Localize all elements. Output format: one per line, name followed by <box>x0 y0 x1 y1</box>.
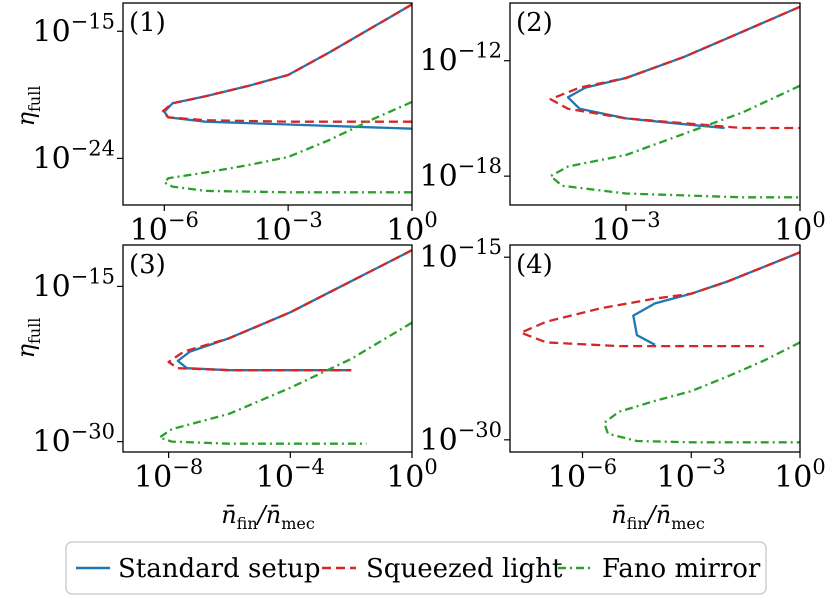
panel-label: (4) <box>516 250 553 280</box>
y-tick-label: 10−15 <box>419 235 502 275</box>
x-tick-label: 100 <box>386 455 438 495</box>
y-tick-label: 10−30 <box>32 420 115 460</box>
panel-2: 10−3 100 10−12 10−18 (2) <box>419 2 826 248</box>
legend-frame <box>65 541 767 595</box>
x-axis-label-right: n̄fin/n̄mec <box>611 501 705 533</box>
series-group <box>519 251 800 444</box>
y-tick-label: 10−30 <box>419 418 502 458</box>
axes-frame <box>122 244 413 453</box>
y-tick-label: 10−15 <box>32 9 115 49</box>
legend-label-squeezed: Squeezed light <box>366 554 563 584</box>
series-standard-setup-line <box>632 251 800 346</box>
series-squeezed-light-line <box>161 3 412 123</box>
series-fano-mirror-line <box>158 321 412 445</box>
panel-label: (1) <box>129 8 166 38</box>
x-tick-label: 10−3 <box>657 455 726 495</box>
legend-label-standard: Standard setup <box>118 554 321 584</box>
y-tick-label: 10−12 <box>419 39 502 79</box>
panel-label: (3) <box>129 250 166 280</box>
series-standard-setup-line <box>163 3 412 130</box>
panel-label: (2) <box>516 8 553 38</box>
axes-frame <box>122 2 413 206</box>
y-axis-label-top: ηfull <box>12 86 44 127</box>
panel-3: 10−8 10−4 100 10−15 10−30 (3) <box>32 244 438 495</box>
x-tick-label: 10−3 <box>254 208 323 248</box>
series-fano-mirror-line <box>163 100 412 194</box>
y-tick-label: 10−18 <box>419 154 502 194</box>
x-tick-label: 10−8 <box>134 455 203 495</box>
x-tick-label: 10−6 <box>548 455 617 495</box>
axes-frame <box>509 2 801 206</box>
series-group <box>158 249 412 445</box>
series-standard-setup-line <box>566 5 800 130</box>
series-fano-mirror-line <box>603 341 800 444</box>
x-tick-label: 100 <box>774 455 826 495</box>
y-axis-label-bottom: ηfull <box>12 318 44 359</box>
series-squeezed-light-line <box>519 251 800 348</box>
series-squeezed-light-line <box>167 249 412 372</box>
legend-label-fano: Fano mirror <box>602 554 761 584</box>
x-tick-label: 10−6 <box>130 208 199 248</box>
x-tick-label: 10−3 <box>591 208 660 248</box>
series-fano-mirror-line <box>549 84 800 199</box>
x-tick-label: 10−4 <box>256 455 325 495</box>
x-tick-label: 100 <box>386 208 438 248</box>
legend: Standard setup Squeezed light Fano mirro… <box>65 541 767 595</box>
y-tick-label: 10−15 <box>32 264 115 304</box>
panel-4: 10−6 10−3 100 10−15 10−30 (4) <box>419 235 825 495</box>
x-tick-label: 100 <box>774 208 826 248</box>
y-tick-label: 10−24 <box>32 136 115 176</box>
x-axis-label-left: n̄fin/n̄mec <box>221 501 315 533</box>
axes-frame <box>509 244 801 453</box>
panel-1: 10−6 10−3 100 10−15 10−24 (1) <box>32 2 438 248</box>
series-group <box>161 3 412 194</box>
series-group <box>549 5 800 199</box>
